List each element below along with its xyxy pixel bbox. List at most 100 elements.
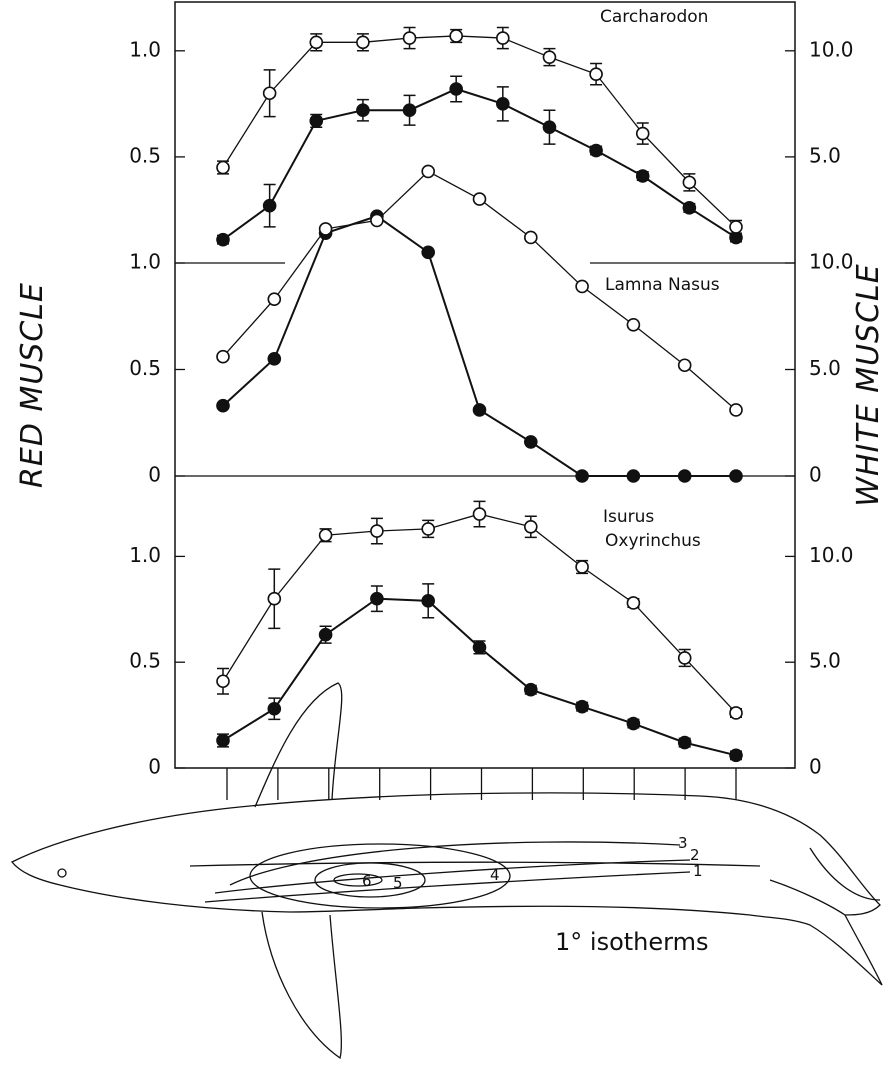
data-point (216, 674, 230, 689)
annotation: 1° isotherms (555, 928, 708, 956)
data-point (523, 435, 538, 449)
data-point (472, 403, 487, 417)
data-point (318, 222, 333, 236)
data-point (496, 31, 510, 45)
data-point (635, 126, 650, 141)
data-point (575, 699, 589, 714)
data-point (370, 591, 384, 606)
series-line (222, 87, 737, 241)
data-point (262, 198, 277, 213)
data-point (575, 469, 589, 483)
isotherm-label: 5 (393, 874, 403, 892)
tick-label: 0 (148, 463, 161, 487)
data-point (626, 317, 641, 332)
data-point (677, 358, 692, 373)
tick-label: 1.0 (129, 37, 161, 61)
data-point (626, 596, 641, 610)
data-point (318, 528, 333, 543)
series-line (222, 35, 737, 228)
tick-label: 0 (809, 755, 822, 779)
data-point (216, 733, 230, 748)
data-point (626, 469, 641, 483)
isotherm-label: 1 (693, 862, 703, 880)
data-point (729, 706, 743, 720)
data-point (216, 232, 230, 247)
data-point (542, 120, 557, 134)
isotherm-6 (333, 873, 383, 887)
tick-label: 0.5 (129, 143, 161, 167)
data-point (449, 29, 463, 43)
tick-label: 0 (148, 755, 161, 779)
data-point (267, 352, 282, 366)
data-point (729, 748, 743, 763)
dorsal-fin (254, 682, 343, 808)
data-point (267, 701, 282, 716)
data-point (402, 103, 417, 118)
data-point (589, 143, 603, 158)
isotherm-label: 6 (362, 872, 372, 890)
isotherm-5 (314, 862, 426, 898)
data-point (682, 175, 697, 190)
data-point (370, 524, 384, 538)
tick-label: 0.5 (129, 356, 161, 380)
data-point (523, 230, 538, 245)
tick-label: 10.0 (809, 37, 854, 61)
isotherm-4 (249, 843, 511, 909)
tick-label: 1.0 (129, 250, 161, 274)
plot: RED MUSCLE WHITE MUSCLE Carcharodon 0.5 1.… (15, 1, 886, 779)
eye (57, 868, 67, 878)
tail-fin (769, 847, 881, 916)
isotherm-label: 4 (490, 866, 500, 884)
shark-body (10, 792, 883, 986)
tick-label: 10.0 (809, 543, 854, 567)
data-point (421, 245, 436, 260)
tick-label: 10.0 (809, 250, 854, 274)
y2-axis-label: WHITE MUSCLE (851, 263, 886, 506)
data-point (472, 192, 487, 206)
data-point (449, 82, 463, 96)
data-point (472, 507, 487, 521)
data-point (318, 627, 333, 642)
plot-frame (174, 1, 796, 769)
data-point (589, 67, 603, 81)
shark-drawing: 1° isotherms 123 4 5 6 (10, 682, 883, 1060)
data-point (523, 682, 538, 697)
isotherm-label: 2 (690, 846, 700, 864)
data-point (523, 519, 538, 534)
panel-title: Oxyrinchus (605, 531, 701, 551)
data-point (216, 349, 230, 364)
isotherm-label: 3 (678, 834, 688, 852)
data-point (421, 522, 436, 536)
data-point (677, 735, 692, 750)
section-lines (226, 768, 737, 800)
panel-title: Isurus (603, 507, 654, 527)
tick-label: 0.5 (129, 649, 161, 673)
data-point (309, 35, 324, 50)
data-point (216, 398, 230, 413)
data-point (267, 591, 282, 606)
data-point (677, 469, 692, 483)
tick-label: 5.0 (809, 649, 841, 673)
data-point (729, 403, 743, 417)
tick-label: 0 (809, 463, 822, 487)
data-point (635, 169, 650, 183)
data-point (262, 86, 277, 101)
panel-title: Lamna Nasus (605, 275, 720, 295)
data-point (402, 31, 417, 45)
data-point (626, 716, 641, 731)
tick-label: 5.0 (809, 356, 841, 380)
isotherm-2 (214, 859, 691, 894)
data-point (729, 220, 743, 234)
lateral-line (189, 861, 761, 867)
data-point (575, 279, 589, 294)
data-point (370, 213, 384, 228)
tick-label: 1.0 (129, 543, 161, 567)
y-axis-label: RED MUSCLE (15, 282, 50, 488)
data-point (356, 103, 370, 118)
data-point (356, 35, 370, 50)
data-point (542, 50, 557, 64)
data-point (682, 201, 697, 215)
data-point (472, 640, 487, 655)
data-point (729, 469, 743, 483)
